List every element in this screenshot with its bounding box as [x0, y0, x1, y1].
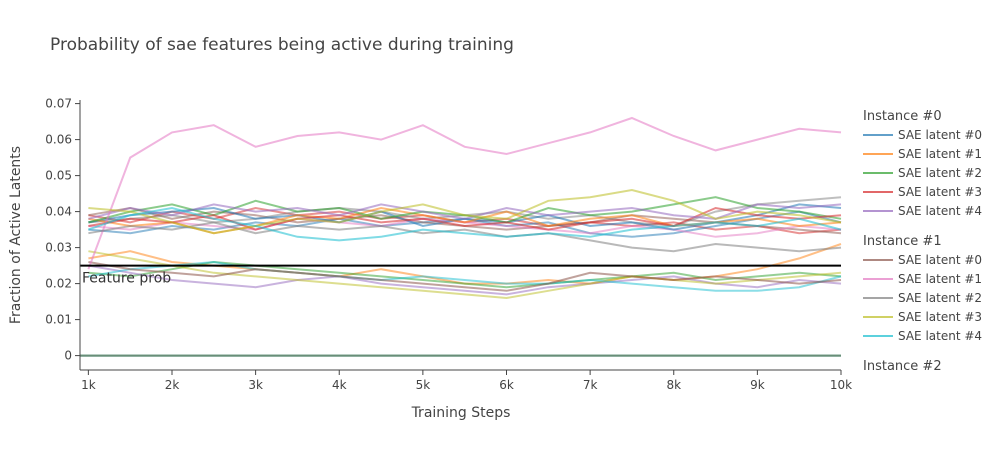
legend-group-title: Instance #1 — [863, 234, 942, 249]
x-axis-title: Training Steps — [411, 405, 511, 421]
legend-label: SAE latent #0 — [898, 253, 982, 267]
series-line-instance-1-latent-0 — [88, 261, 842, 292]
legend-item[interactable]: SAE latent #2 — [863, 166, 982, 180]
x-tick-label: 8k — [666, 378, 681, 392]
legend-label: SAE latent #1 — [898, 147, 982, 161]
legend-item[interactable]: SAE latent #4 — [863, 204, 982, 218]
series-line-instance-1-latent-3 — [88, 188, 842, 235]
legend-label: SAE latent #0 — [898, 128, 982, 142]
legend-label: SAE latent #3 — [898, 185, 982, 199]
legend-label: SAE latent #4 — [898, 329, 982, 343]
legend-label: SAE latent #2 — [898, 166, 982, 180]
y-tick-label: 0.01 — [45, 313, 72, 327]
legend-label: SAE latent #2 — [898, 291, 982, 305]
plot-lines: Feature prob — [80, 116, 842, 357]
x-tick-label: 4k — [332, 378, 347, 392]
series-line-instance-1-latent-1 — [87, 116, 842, 270]
legend-label: SAE latent #1 — [898, 272, 982, 286]
legend-group-title: Instance #2 — [863, 359, 942, 374]
x-tick-label: 1k — [81, 378, 96, 392]
legend-item[interactable]: SAE latent #1 — [863, 272, 982, 286]
series-line-extra-3 — [88, 250, 842, 300]
legend-item[interactable]: SAE latent #0 — [863, 128, 982, 142]
x-tick-label: 5k — [416, 378, 431, 392]
feature-prob-label: Feature prob — [82, 271, 171, 287]
legend-group-title: Instance #0 — [863, 109, 942, 124]
legend-item[interactable]: SAE latent #1 — [863, 147, 982, 161]
y-tick-label: 0.04 — [45, 205, 72, 219]
y-tick-label: 0.02 — [45, 277, 72, 291]
series-line-instance-0-latent-3 — [88, 206, 842, 231]
x-tick-label: 7k — [583, 378, 598, 392]
chart-title: Probability of sae features being active… — [50, 35, 514, 55]
y-axis-title: Fraction of Active Latents — [8, 146, 24, 324]
x-tick-label: 3k — [248, 378, 263, 392]
series-line-extra-4 — [88, 260, 842, 292]
legend-item[interactable]: SAE latent #3 — [863, 185, 982, 199]
legend-label: SAE latent #3 — [898, 310, 982, 324]
x-tick-label: 10k — [830, 378, 852, 392]
y-tick-label: 0.06 — [45, 133, 72, 147]
legend-item[interactable]: SAE latent #0 — [863, 253, 982, 267]
axes: 0 0.01 0.02 0.03 0.04 0.05 0.06 0.07 1k 2k 3k 4k 5k 6… — [45, 97, 852, 392]
y-tick-label: 0 — [64, 349, 72, 363]
y-tick-label: 0.03 — [45, 241, 72, 255]
legend-item[interactable]: SAE latent #3 — [863, 310, 982, 324]
series-line-instance-1-latent-4 — [88, 206, 842, 242]
y-tick-label: 0.05 — [45, 169, 72, 183]
legend[interactable]: Instance #0 SAE latent #0 SAE latent #1 SAE… — [863, 109, 982, 374]
x-tick-label: 6k — [499, 378, 514, 392]
legend-label: SAE latent #4 — [898, 204, 982, 218]
legend-item[interactable]: SAE latent #2 — [863, 291, 982, 305]
legend-item[interactable]: SAE latent #4 — [863, 329, 982, 343]
y-tick-label: 0.07 — [45, 97, 72, 111]
x-tick-label: 2k — [165, 378, 180, 392]
series-line-instance-1-latent-2 — [88, 221, 842, 253]
x-tick-label: 9k — [750, 378, 765, 392]
